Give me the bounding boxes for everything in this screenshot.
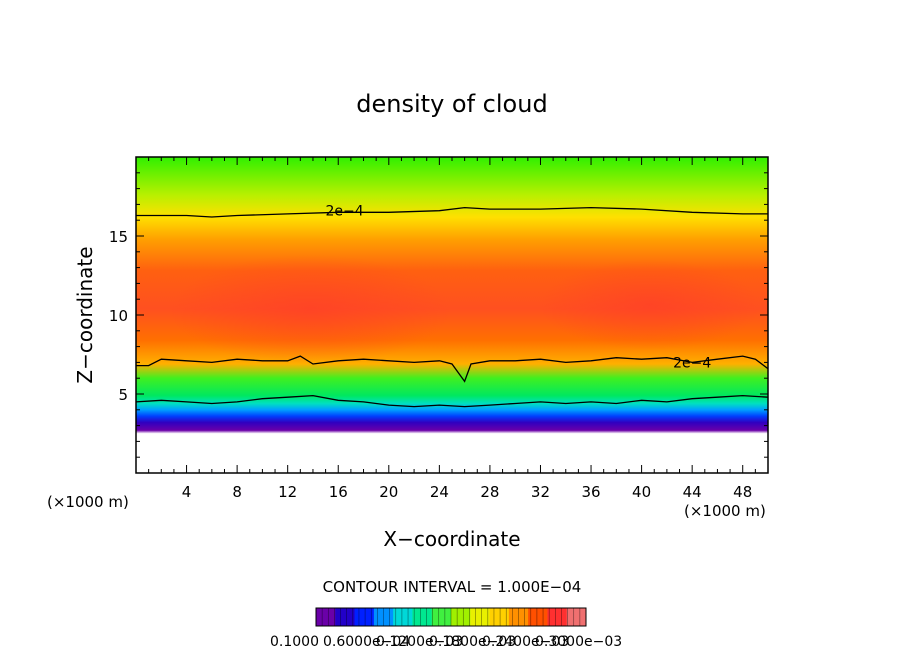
colorbar-frame [315,607,587,627]
x-tick-label: 32 [531,483,550,501]
x-tick-label: 40 [632,483,651,501]
x-tick-label: 4 [182,483,192,501]
colorbar-label: 0.2400e−03 [482,634,569,650]
colorbar-label: 0.6000e−04 [323,634,410,650]
colorbar-swatch [489,608,510,626]
contour-label: 2e−4 [325,204,363,220]
contour-label: 2e−4 [673,355,711,371]
colorbar-label: 0.1000 [270,634,319,650]
colorbar-swatch [412,608,433,626]
colorbar-swatch [528,608,548,626]
colorbar-swatch [316,608,336,626]
colorbar-swatch [431,608,452,626]
contour-lines [136,206,768,408]
y-tick-label: 10 [109,307,128,325]
y-axis: 5 10 15 [109,172,768,458]
x-tick-label: 16 [329,483,348,501]
contour-labels: 2e−4 2e−4 [325,204,711,372]
x-tick-label: 28 [480,483,499,501]
colorbar-label: 0.1200e−03 [376,634,463,650]
colorbar-swatch [470,608,491,626]
y-tick-label: 5 [118,386,128,404]
x-tick-label: 20 [379,483,398,501]
y-tick-label: 15 [109,228,128,246]
colorbar-swatch [451,608,471,626]
x-axis: 4 8 12 16 20 24 28 32 36 40 44 48 [148,157,756,501]
plot-area [136,157,768,473]
y-axis-label: Z−coordinate [73,246,97,383]
x-tick-label: 24 [430,483,449,501]
colorbar-swatch [566,608,587,626]
colorbar [315,607,587,627]
x-tick-label: 8 [232,483,242,501]
colorbar-swatch [354,608,375,626]
x-tick-label: 44 [683,483,702,501]
contour-line [136,206,768,218]
chart-title: density of cloud [356,90,547,118]
x-unit-right: (×1000 m) [684,502,766,520]
x-tick-label: 36 [581,483,600,501]
cloud-core [540,260,760,350]
x-tick-label: 48 [733,483,752,501]
x-axis-label: X−coordinate [383,527,520,551]
contour-line [136,394,768,408]
colorbar-label: 0.3000e−03 [535,634,622,650]
colorbar-swatch [335,608,356,626]
x-unit-left: (×1000 m) [47,493,129,511]
colorbar-label: 0.1800e−03 [429,634,516,650]
cloud-core [170,255,450,365]
contour-interval-label: CONTOUR INTERVAL = 1.000E−04 [323,578,582,596]
colorbar-labels: 0.1000 0.6000e−040.1200e−030.1800e−030.24… [270,634,622,650]
x-tick-label: 12 [278,483,297,501]
colorbar-swatch [547,608,568,626]
contour-line [136,355,768,383]
colorbar-swatch [393,608,413,626]
